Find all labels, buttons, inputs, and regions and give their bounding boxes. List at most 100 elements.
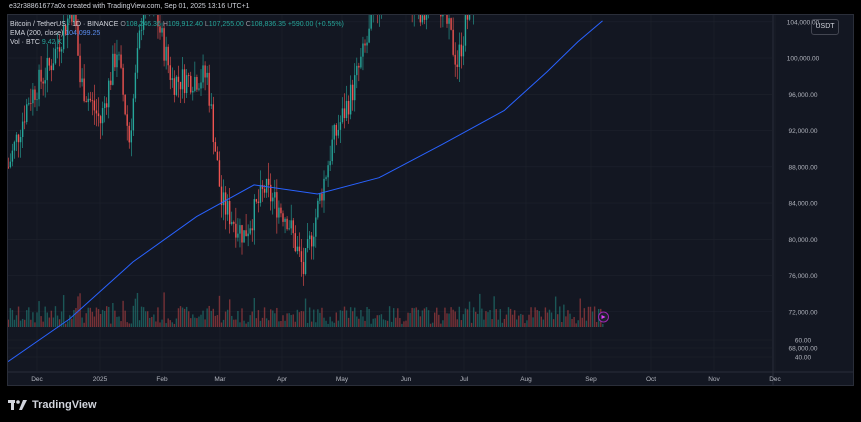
volume-bar — [327, 323, 329, 327]
volume-bar — [192, 314, 194, 327]
volume-bar — [157, 307, 159, 327]
legend-ema-value: 104,099.25 — [65, 30, 101, 37]
volume-bar — [280, 321, 282, 327]
candle-body — [278, 207, 280, 218]
volume-bar — [296, 309, 299, 327]
volume-bar — [8, 319, 9, 327]
candle-body — [67, 18, 69, 35]
candle-body — [13, 141, 16, 151]
volume-bar — [99, 314, 102, 327]
volume-bar — [218, 295, 221, 327]
volume-bar — [188, 311, 190, 327]
volume-bar — [323, 317, 325, 327]
candle-body — [208, 72, 210, 106]
volume-bar — [93, 316, 96, 327]
candle-body — [130, 130, 132, 143]
volume-bar — [569, 313, 571, 327]
volume-bar — [354, 307, 356, 327]
candle-body — [79, 55, 81, 83]
volume-bar — [224, 311, 227, 327]
candle-body — [356, 65, 358, 76]
candle-body — [183, 69, 186, 94]
volume-bar — [116, 316, 118, 327]
volume-bar — [388, 306, 391, 327]
volume-bar — [489, 310, 491, 327]
volume-bar — [399, 318, 401, 327]
candle-body — [313, 236, 315, 247]
volume-bar — [321, 307, 323, 327]
candle-body — [286, 218, 288, 230]
volume-bar — [563, 304, 565, 327]
volume-bar — [487, 312, 489, 327]
currency-button[interactable]: USDT — [811, 19, 839, 35]
candle-body — [325, 177, 327, 179]
volume-bar — [194, 317, 196, 327]
candle-body — [458, 44, 460, 67]
volume-bar — [565, 316, 567, 327]
candle-body — [179, 81, 182, 90]
candle-body — [282, 213, 284, 222]
volume-bar — [265, 318, 268, 327]
volume-bar — [34, 322, 36, 327]
candle-body — [366, 42, 368, 46]
volume-bar — [403, 321, 405, 327]
candle-body — [311, 235, 313, 247]
volume-bar — [140, 306, 143, 327]
candle-body — [226, 201, 229, 215]
x-tick-label: Mar — [214, 376, 226, 383]
chart-panel[interactable]: 128,000.00124,000.00120,000.00116,000.00… — [7, 14, 854, 386]
volume-bar — [438, 314, 440, 327]
volume-bar — [384, 320, 387, 327]
candle-body — [87, 98, 89, 103]
candle-body — [229, 201, 231, 225]
volume-bar — [58, 319, 61, 327]
candle-body — [343, 108, 346, 119]
candle-body — [124, 94, 126, 115]
volume-bar — [185, 306, 188, 327]
candle-body — [339, 122, 342, 130]
candle-body — [192, 90, 194, 93]
candle-body — [235, 223, 237, 238]
volume-bar — [73, 309, 75, 327]
candle-body — [175, 76, 178, 95]
volume-bar — [181, 307, 184, 327]
candle-body — [38, 69, 40, 100]
volume-bar — [155, 321, 157, 327]
volume-bar — [36, 312, 38, 327]
volume-bar — [208, 305, 210, 327]
candle-body — [292, 220, 294, 234]
volume-bar — [575, 323, 577, 327]
candle-body — [425, 15, 428, 20]
volume-bar — [483, 319, 485, 327]
candle-body — [323, 178, 325, 201]
volume-bar — [409, 313, 411, 327]
volume-bar — [124, 310, 126, 327]
volume-bar — [362, 316, 364, 327]
x-tick-label: Jun — [401, 376, 412, 383]
volume-bar — [282, 315, 284, 327]
volume-bar — [481, 308, 483, 327]
volume-bar — [434, 312, 436, 327]
volume-bar — [206, 308, 208, 327]
candle-body — [132, 98, 135, 131]
candle-body — [290, 220, 292, 229]
volume-bar — [229, 299, 231, 327]
volume-bar — [87, 307, 89, 327]
candle-body — [239, 225, 241, 234]
candle-body — [249, 228, 251, 234]
volume-bar — [196, 318, 198, 327]
candle-body — [423, 15, 426, 20]
candle-body — [56, 47, 59, 49]
volume-bar — [544, 307, 547, 327]
volume-bar — [534, 307, 536, 327]
volume-bar — [554, 296, 557, 327]
volume-bar — [278, 321, 280, 327]
volume-bar — [138, 320, 141, 327]
volume-bar — [581, 317, 583, 327]
candle-body — [270, 184, 272, 202]
volume-bar — [294, 321, 296, 327]
candle-body — [106, 103, 108, 108]
price-chart[interactable]: 128,000.00124,000.00120,000.00116,000.00… — [8, 15, 853, 385]
candle-body — [42, 81, 44, 84]
